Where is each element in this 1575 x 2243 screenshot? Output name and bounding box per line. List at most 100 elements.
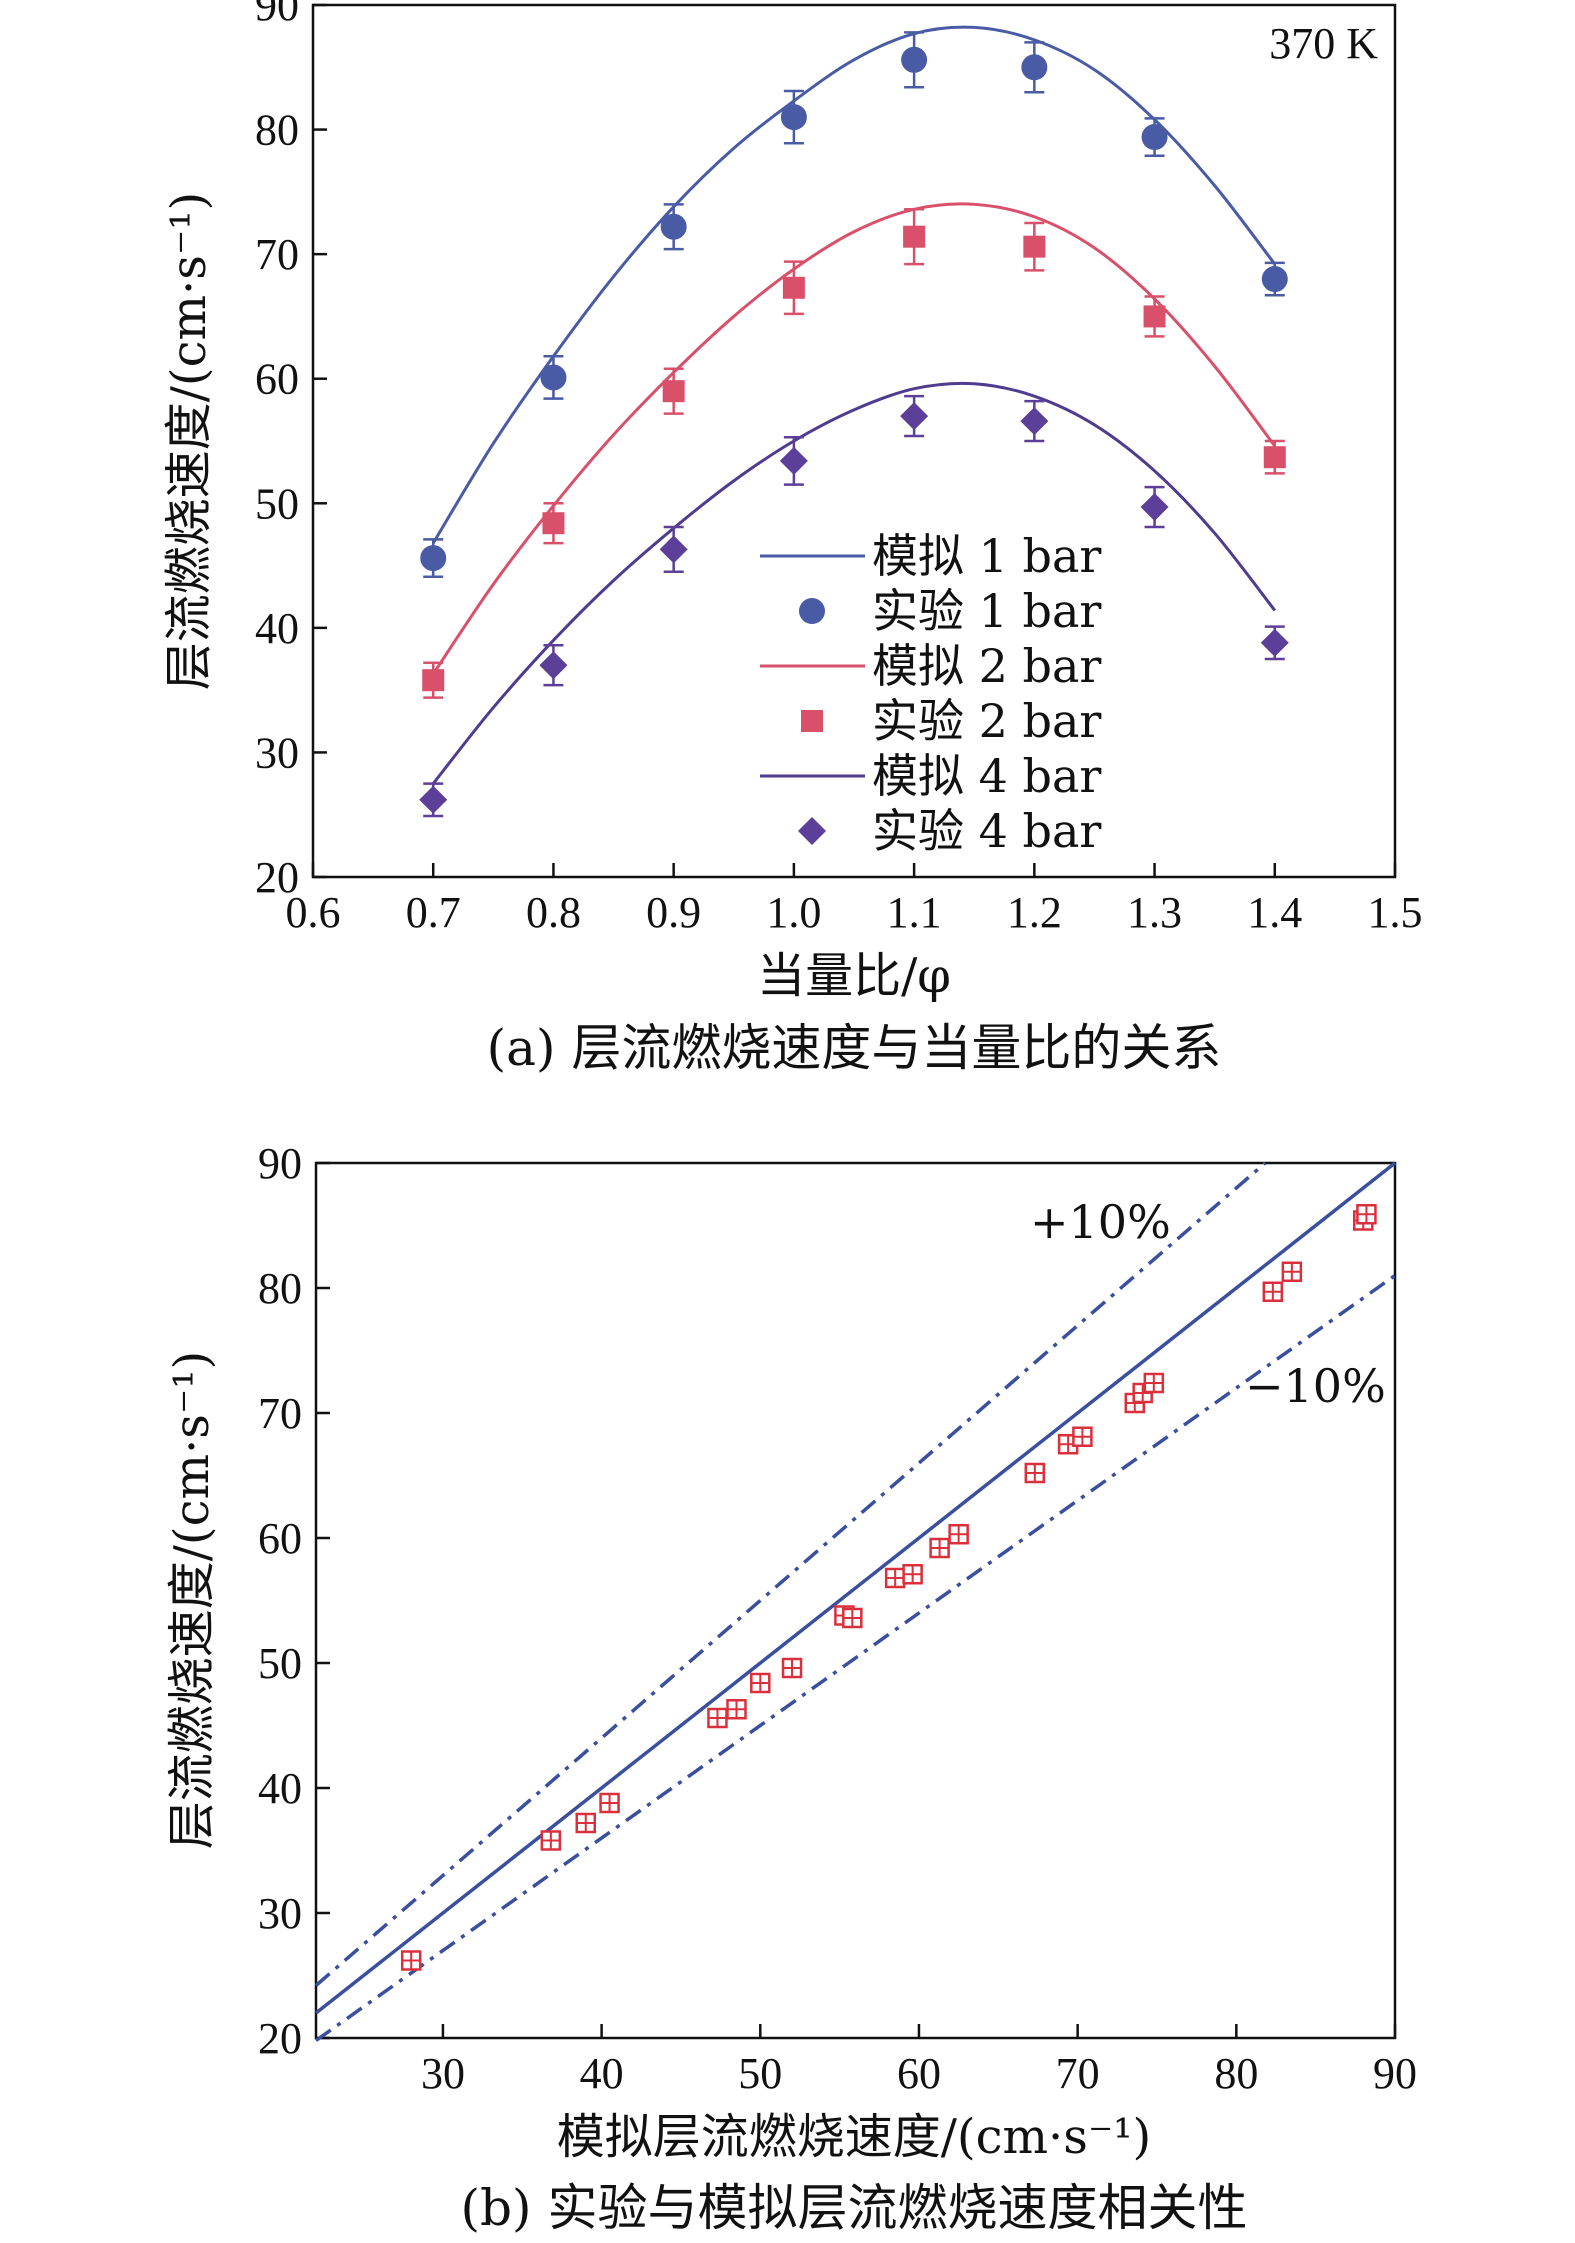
panel-a-data-point <box>659 535 688 564</box>
panel-b-ticks: 30 40 50 60 70 80 90 20 30 40 50 60 70 80 90 <box>258 1139 1417 2098</box>
panel-a-model-curve-3 <box>431 202 1276 675</box>
panel-b-xtick-label: 80 <box>1214 2049 1258 2098</box>
panel-b-data-point <box>726 1699 747 1720</box>
panel-b-label-minus10: −10% <box>1245 1359 1386 1413</box>
panel-b-ytick-label: 30 <box>258 1889 302 1938</box>
panel-a-legend-marker-swatch <box>798 817 826 845</box>
panel-a-ytick-label: 70 <box>255 230 299 279</box>
panel-a-data-point <box>1143 305 1166 328</box>
panel-a-data-point <box>1261 266 1288 293</box>
panel-a-legend-label: 模拟 4 bar <box>872 749 1101 803</box>
panel-a-xtick-label: 1.4 <box>1247 888 1302 937</box>
panel-a-xtick-label: 1.0 <box>766 888 821 937</box>
panel-b-data-point <box>1356 1204 1377 1225</box>
panel-a-ytick-label: 50 <box>255 479 299 528</box>
panel-b-data-point <box>707 1707 728 1729</box>
panel-b-data-point <box>1281 1261 1303 1282</box>
panel-a-data-point <box>1140 493 1169 522</box>
panel-b-label-plus10: +10% <box>1030 1195 1171 1249</box>
panel-b-plus10-line <box>314 1161 1267 1987</box>
panel-b-data-point <box>884 1567 906 1589</box>
panel-a-plot-frame <box>311 3 1397 879</box>
panel-b-data-point <box>948 1524 969 1545</box>
panel-a-legend-label: 实验 4 bar <box>872 804 1101 858</box>
panel-b-data-point <box>1262 1281 1284 1302</box>
panel-b-ytick-label: 20 <box>258 2014 302 2063</box>
panel-a-data-point <box>1020 407 1049 436</box>
panel-a-xtick-label: 1.5 <box>1368 888 1423 937</box>
panel-b-data-point <box>1072 1426 1093 1447</box>
panel-b-caption: (b) 实验与模拟层流燃烧速度相关性 <box>461 2179 1248 2237</box>
panel-a-legend-label: 实验 1 bar <box>872 584 1101 638</box>
panel-a-data-point <box>662 380 685 403</box>
panel-a-data-point <box>1023 235 1046 258</box>
panel-a-data-point <box>422 669 445 692</box>
panel-a-legend-label: 实验 2 bar <box>872 694 1101 748</box>
panel-a-data-point <box>1141 124 1168 151</box>
panel-a-legend-label: 模拟 2 bar <box>872 639 1101 693</box>
panel-a-ylabel: 层流燃烧速度/(cm·s⁻¹) <box>161 192 217 691</box>
panel-b-data-point <box>1143 1372 1165 1394</box>
panel-b-parity-line <box>314 1161 1397 2015</box>
panel-a-data-point <box>900 402 929 431</box>
panel-a-model-curve-5 <box>432 381 1276 785</box>
panel-b-markers <box>400 1204 1377 1971</box>
panel-b-data-point <box>599 1792 620 1814</box>
panel-b-ytick-label: 60 <box>258 1514 302 1563</box>
panel-b-ytick-label: 70 <box>258 1389 302 1438</box>
panel-a-data-point <box>542 512 565 535</box>
panel-a-legend-label: 模拟 1 bar <box>872 529 1101 583</box>
panel-a-markers <box>419 46 1289 814</box>
panel-a-data-point <box>539 651 568 680</box>
panel-b-data-point <box>575 1812 596 1834</box>
panel-a-annotation: 370 K <box>1269 19 1378 68</box>
panel-b-xlabel: 模拟层流燃烧速度/(cm·s⁻¹) <box>557 2109 1152 2165</box>
panel-b-ytick-label: 40 <box>258 1764 302 1813</box>
panel-a-chart: 0.6 0.7 0.8 0.9 1.0 1.1 1.2 1.3 1.4 1.5 20 30 40 50 60… <box>161 0 1423 1077</box>
panel-a-data-point <box>782 276 805 299</box>
panel-a-ytick-label: 60 <box>255 355 299 404</box>
panel-b-xtick-label: 60 <box>897 2049 941 2098</box>
panel-a-ytick-label: 20 <box>255 853 299 902</box>
panel-b-ytick-label: 50 <box>258 1639 302 1688</box>
panel-b-minus10-line <box>314 1274 1397 2042</box>
panel-b-ytick-label: 90 <box>258 1139 302 1188</box>
panel-a-data-point <box>1021 54 1048 81</box>
panel-a-legend-marker-swatch <box>799 598 825 624</box>
panel-b-xtick-label: 40 <box>580 2049 624 2098</box>
panel-a-data-point <box>1260 628 1289 657</box>
panel-a-data-point <box>419 785 448 814</box>
panel-b-plot-frame <box>314 1161 1397 2040</box>
panel-a-xtick-label: 1.3 <box>1127 888 1182 937</box>
panel-b-xtick-label: 70 <box>1056 2049 1100 2098</box>
panel-a-data-point <box>540 364 567 391</box>
panel-b-xtick-label: 50 <box>738 2049 782 2098</box>
panel-a-data-point <box>660 213 687 240</box>
panel-a-xtick-label: 1.1 <box>887 888 942 937</box>
panel-a-xtick-label: 0.7 <box>406 888 461 937</box>
panel-b-xtick-label: 90 <box>1373 2049 1417 2098</box>
panel-a-ytick-label: 80 <box>255 106 299 155</box>
panel-a-xtick-label: 0.8 <box>526 888 581 937</box>
panel-b-ytick-label: 80 <box>258 1264 302 1313</box>
panel-b-reference-lines <box>314 1161 1397 2042</box>
panel-a-xlabel: 当量比/φ <box>757 948 951 1004</box>
panel-a-xtick-label: 1.2 <box>1007 888 1062 937</box>
panel-a-legend-marker-swatch <box>801 710 823 732</box>
panel-a-ytick-label: 90 <box>255 0 299 30</box>
panel-a-data-point <box>901 46 928 73</box>
panel-b-data-point <box>750 1672 771 1694</box>
panel-b-data-point <box>902 1564 923 1585</box>
panel-b-xtick-label: 30 <box>421 2049 465 2098</box>
panel-b-data-point <box>781 1657 803 1679</box>
panel-a-ytick-label: 30 <box>255 728 299 777</box>
panel-b-data-point <box>540 1830 562 1851</box>
panel-b-data-point <box>1024 1462 1046 1484</box>
panel-a-caption: (a) 层流燃烧速度与当量比的关系 <box>487 1019 1222 1077</box>
panel-a-ytick-label: 40 <box>255 604 299 653</box>
panel-a-data-point <box>1263 446 1286 469</box>
panel-b-ylabel: 层流燃烧速度/(cm·s⁻¹) <box>164 1351 220 1850</box>
panel-a-data-point <box>420 545 447 572</box>
panel-a-xtick-label: 0.9 <box>646 888 701 937</box>
